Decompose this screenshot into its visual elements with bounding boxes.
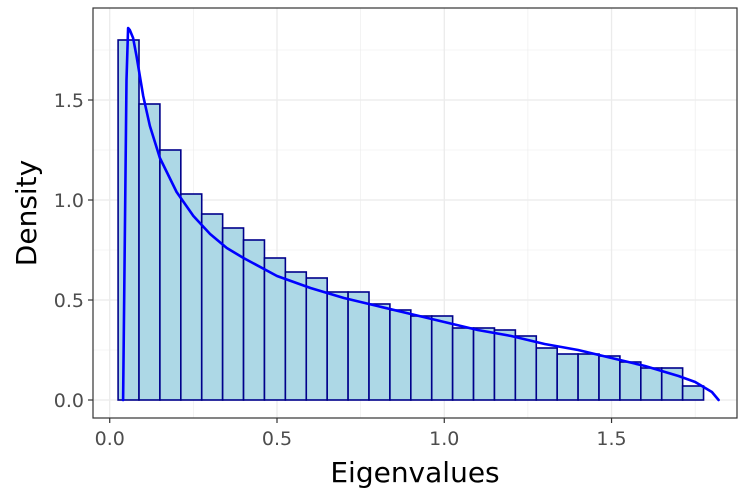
y-tick-label: 1.0 [54, 190, 84, 212]
histogram-bar [619, 361, 642, 401]
histogram-bar [347, 291, 370, 401]
y-axis-ticks: 0.0 0.5 1.0 1.5 [54, 90, 93, 412]
histogram-bar [472, 327, 496, 401]
x-axis-ticks: 0.0 0.5 1.0 1.5 [95, 418, 627, 450]
y-tick-label: 0.5 [54, 290, 84, 312]
density-curve [121, 26, 720, 402]
histogram-bar [389, 309, 412, 401]
histogram-bar [430, 315, 454, 401]
histogram-bar [493, 329, 517, 401]
histogram-bar [263, 257, 287, 401]
histogram-bar [410, 315, 433, 401]
histogram-bar [577, 353, 600, 401]
histogram-bar [305, 277, 328, 401]
histogram-bar [326, 291, 349, 401]
histogram-bar [159, 149, 182, 401]
histogram-bar [640, 367, 663, 401]
histogram-bar [535, 347, 558, 401]
x-tick-label: 0.0 [95, 428, 125, 450]
histogram-bar [451, 327, 475, 401]
histogram-bar [598, 355, 621, 401]
x-tick-label: 0.5 [262, 428, 292, 450]
histogram-bars [117, 39, 705, 401]
y-axis-title: Density [10, 160, 43, 266]
histogram-bar [180, 193, 203, 401]
histogram-bar [556, 353, 579, 401]
histogram-bar [221, 227, 245, 401]
histogram-bar [514, 335, 538, 401]
y-tick-label: 1.5 [54, 90, 84, 112]
histogram-bar [117, 39, 140, 401]
histogram-bar [284, 271, 308, 401]
x-tick-label: 1.5 [596, 428, 626, 450]
histogram-bar [681, 385, 705, 401]
y-tick-label: 0.0 [54, 390, 84, 412]
panel-border [92, 7, 738, 419]
x-tick-label: 1.0 [429, 428, 459, 450]
histogram-bar [368, 303, 391, 401]
x-axis-title: Eigenvalues [330, 456, 499, 489]
